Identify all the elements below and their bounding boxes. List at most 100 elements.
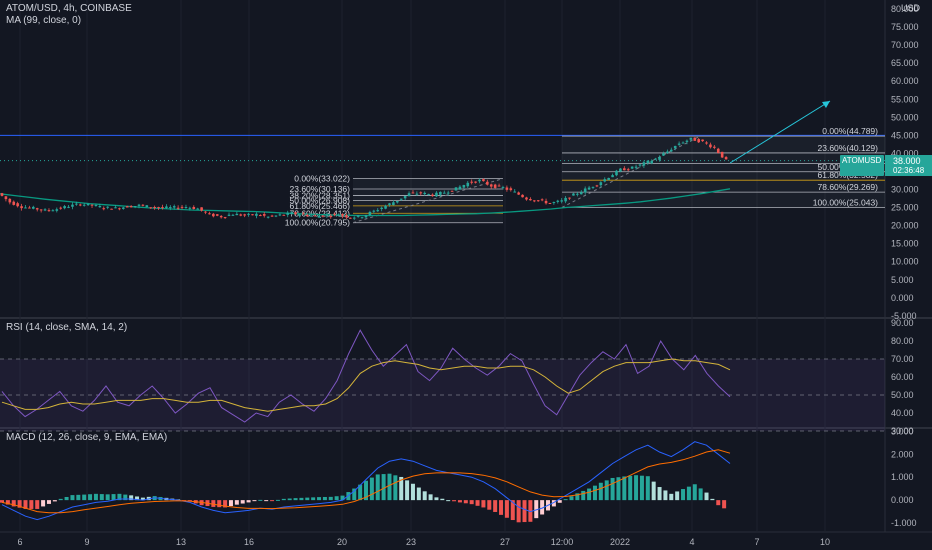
price-axis-tick: 20.000: [891, 221, 919, 231]
candle-body: [137, 204, 141, 206]
macd-histogram-bar: [710, 498, 715, 501]
macd-axis-tick: -1.000: [891, 518, 917, 528]
macd-histogram-bar: [499, 500, 504, 515]
candle-body: [231, 214, 235, 216]
candle-body: [634, 166, 638, 168]
macd-histogram-bar: [716, 500, 721, 506]
candle-body: [67, 206, 70, 208]
candle-body: [345, 215, 348, 218]
candle-body: [595, 185, 599, 187]
candle-body: [90, 204, 94, 206]
candle-body: [446, 192, 450, 194]
candle-body: [4, 196, 8, 200]
macd-histogram-bar: [375, 474, 380, 501]
candle-body: [161, 207, 164, 209]
candle-body: [705, 142, 708, 144]
rsi-axis-tick: 70.00: [891, 354, 914, 364]
candle-body: [536, 200, 540, 202]
badge-price: 38.000: [893, 156, 921, 166]
candle-body: [423, 192, 427, 195]
candle-body: [16, 203, 19, 207]
candle-body: [615, 170, 618, 176]
macd-histogram-bar: [569, 496, 574, 501]
candle-body: [208, 213, 211, 215]
candle-body: [533, 200, 536, 202]
macd-histogram-bar: [228, 500, 233, 507]
macd-histogram-bar: [657, 487, 662, 501]
macd-histogram-bar: [639, 475, 644, 501]
candle-body: [32, 206, 35, 209]
candle-body: [572, 193, 575, 196]
macd-histogram-bar: [463, 500, 468, 504]
candle-body: [255, 213, 258, 216]
macd-histogram-bar: [23, 500, 28, 509]
candle-body: [262, 214, 266, 216]
candle-body: [626, 169, 630, 171]
macd-histogram-bar: [317, 497, 322, 501]
candle-body: [407, 193, 411, 197]
candle-body: [98, 205, 102, 208]
candle-body: [364, 215, 368, 218]
time-axis-tick: 16: [244, 537, 254, 547]
rsi-indicator-label[interactable]: RSI (14, close, SMA, 14, 2): [6, 322, 128, 333]
candle-body: [568, 197, 571, 199]
candle-body: [200, 207, 203, 211]
ma-indicator-label[interactable]: MA (99, close, 0): [6, 15, 82, 26]
macd-histogram-bar: [610, 477, 615, 501]
candle-body: [278, 214, 282, 216]
candle-body: [372, 210, 376, 212]
currency-label[interactable]: USD: [901, 3, 921, 13]
macd-histogram-bar: [475, 500, 480, 506]
candle-body: [349, 217, 352, 219]
candle-body: [442, 192, 446, 194]
candle-body: [587, 187, 591, 190]
candle-body: [309, 215, 313, 217]
time-axis-tick: 23: [406, 537, 416, 547]
fib-right-label: 0.00%(44.789): [822, 126, 878, 136]
candle-body: [638, 164, 642, 166]
candle-body: [716, 148, 720, 153]
price-axis-tick: 80.000: [891, 4, 919, 14]
macd-histogram-bar: [522, 500, 527, 523]
candle-body: [325, 214, 329, 216]
fib-left-label: 50.00%(26.908): [290, 196, 351, 206]
time-axis-tick: 20: [337, 537, 347, 547]
candle-body: [435, 192, 438, 197]
candle-body: [317, 215, 321, 218]
candle-body: [693, 137, 697, 141]
macd-histogram-bar: [651, 481, 656, 501]
candle-body: [274, 215, 278, 217]
macd-histogram-bar: [410, 483, 415, 501]
fib-right-trend: [561, 135, 701, 208]
macd-histogram-bar: [604, 480, 609, 501]
macd-histogram-bar: [0, 500, 4, 503]
fib-right-label: 78.60%(29.269): [818, 182, 879, 192]
candle-body: [380, 207, 383, 210]
candle-body: [470, 181, 473, 183]
macd-histogram-bar: [592, 485, 597, 501]
macd-histogram-bar: [287, 498, 292, 501]
macd-histogram-bar: [692, 484, 697, 501]
macd-histogram-bar: [504, 500, 509, 518]
candle-body: [247, 213, 250, 215]
candle-body: [540, 199, 544, 201]
macd-indicator-label[interactable]: MACD (12, 26, close, 9, EMA, EMA): [6, 432, 168, 443]
candle-body: [654, 158, 657, 160]
fib-left-label: 0.00%(33.022): [294, 174, 350, 184]
macd-histogram-bar: [681, 489, 686, 501]
candle-body: [337, 214, 340, 217]
price-axis-tick: 50.000: [891, 112, 919, 122]
candle-body: [513, 191, 517, 193]
macd-histogram-bar: [52, 500, 57, 502]
macd-histogram-bar: [11, 500, 16, 507]
candle-body: [106, 206, 109, 208]
candle-body: [63, 206, 66, 209]
candle-body: [399, 198, 403, 200]
macd-histogram-bar: [675, 491, 680, 501]
macd-histogram-bar: [41, 500, 46, 507]
price-axis-tick: 30.000: [891, 185, 919, 195]
candle-body: [474, 181, 477, 183]
candle-body: [188, 207, 192, 209]
